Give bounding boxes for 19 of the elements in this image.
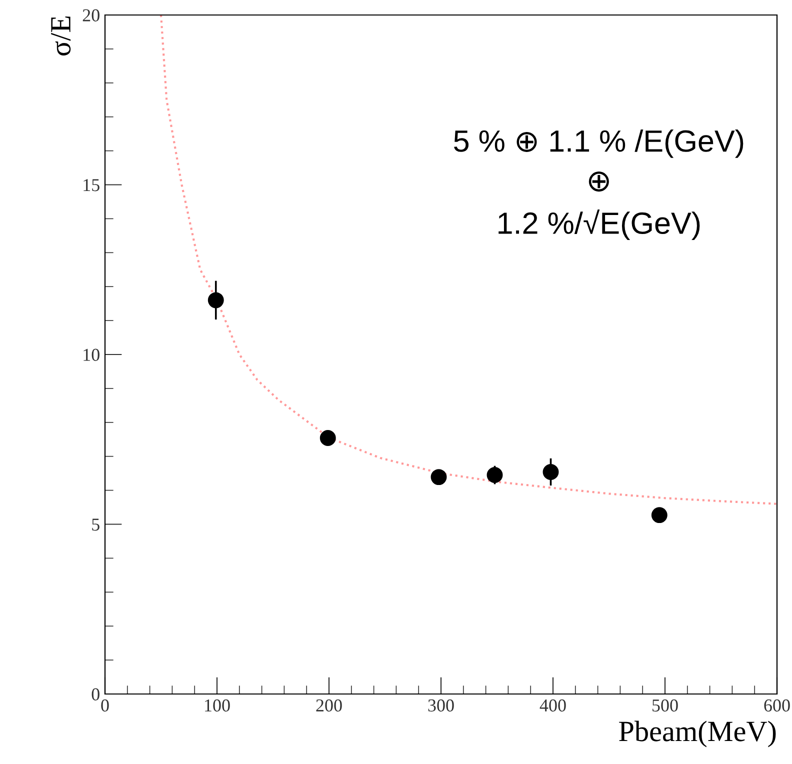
x-tick-label: 400	[540, 699, 566, 712]
annotation: 5 % ⊕ 1.1 % /E(GeV) ⊕ 1.2 %/√E(GeV)	[454, 129, 744, 240]
point	[430, 469, 447, 486]
x-tick-label: 500	[652, 699, 678, 712]
y-tick-label: 15	[84, 179, 100, 192]
x-tick-label: 100	[205, 699, 230, 712]
x-tick-label: 0	[101, 699, 109, 712]
x-tick-label: 300	[428, 699, 454, 712]
x-axis-title: Pbeam(MeV)	[619, 720, 776, 748]
x-tick-label: 600	[764, 699, 790, 712]
y-tick-label: 10	[84, 348, 100, 361]
line-series	[160, 15, 777, 505]
y-tick-label: 0	[92, 688, 100, 700]
y-tick-label: 20	[82, 9, 100, 22]
y-axis-title: σ/E	[51, 16, 71, 56]
y-tick-label: 5	[92, 518, 100, 531]
point	[320, 430, 336, 446]
point	[651, 507, 668, 524]
x-tick-label: 200	[316, 699, 342, 712]
